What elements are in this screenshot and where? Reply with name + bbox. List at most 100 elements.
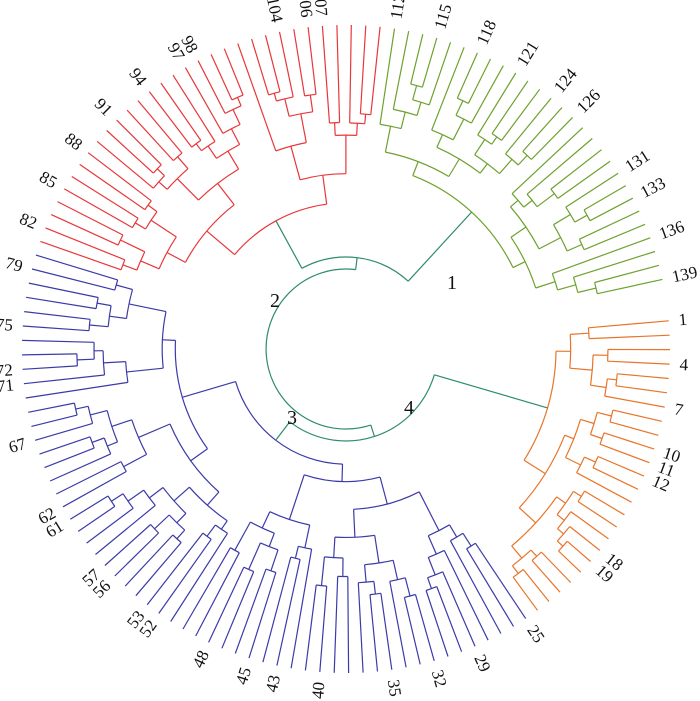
tip-label: 94 [125, 64, 151, 89]
cluster-2-branch [39, 436, 91, 455]
cluster-1-branch [556, 514, 565, 521]
cluster-4-branch [552, 237, 651, 275]
cluster-4-branch [477, 72, 517, 136]
cluster-2-branch [138, 423, 171, 438]
cluster-2-arc [316, 584, 327, 587]
cluster-1-branch [590, 384, 607, 389]
cluster-3-arc [136, 251, 146, 271]
cluster-2-branch [462, 532, 472, 547]
cluster-1-branch [589, 334, 670, 340]
cluster-2-arc [131, 419, 148, 455]
cluster-label: 4 [404, 397, 414, 419]
cluster-1-arc [556, 526, 571, 542]
tip-label: 10 [661, 443, 683, 466]
cluster-2-branch [195, 552, 240, 637]
cluster-1-arc [512, 569, 524, 578]
cluster-4-branch [589, 197, 634, 222]
cluster-2-branch [427, 535, 437, 555]
cluster-1-branch [580, 418, 595, 425]
cluster-2-arc [95, 297, 99, 309]
backbone-branch [434, 374, 548, 409]
cluster-4-branch [522, 107, 563, 152]
cluster-1-branch [573, 490, 582, 497]
cluster-4-branch [573, 250, 656, 278]
cluster-1-branch [569, 367, 593, 371]
cluster-2-branch [304, 524, 311, 548]
cluster-2-branch [128, 303, 167, 313]
cluster-4-branch [491, 136, 498, 145]
cluster-2-branch [248, 572, 277, 659]
cluster-2-branch [22, 365, 78, 370]
backbone-branch [407, 211, 473, 282]
cluster-3-branch [227, 150, 240, 170]
cluster-1-arc [589, 354, 594, 386]
cluster-3-branch [273, 93, 277, 102]
cluster-2-branch [448, 524, 458, 538]
tip-label: 7 [673, 400, 685, 420]
cluster-3-branch [177, 156, 189, 170]
cluster-2-branch [31, 414, 78, 427]
cluster-4-arc [457, 97, 469, 104]
cluster-4-branch [416, 102, 422, 116]
tip-label: 25 [523, 622, 548, 647]
cluster-2-branch [111, 493, 124, 502]
tip-label: 82 [17, 209, 40, 233]
cluster-2-arc [404, 593, 416, 598]
cluster-3-branch [57, 201, 124, 236]
cluster-1-branch [530, 549, 538, 557]
cluster-4-branch [517, 154, 528, 166]
cluster-2-branch [149, 487, 164, 499]
cluster-2-branch [294, 546, 299, 559]
cluster-2-branch [158, 538, 212, 614]
cluster-2-arc [250, 521, 275, 534]
tip-label: 91 [91, 94, 116, 119]
cluster-label: 1 [447, 272, 457, 294]
cluster-2-arc [269, 511, 310, 526]
cluster-3-branch [96, 140, 154, 189]
cluster-4-arc [550, 188, 559, 199]
tip-label: 71 [0, 375, 15, 396]
cluster-2-branch [62, 470, 127, 508]
cluster-1-branch [590, 433, 603, 440]
cluster-2-arc [428, 549, 445, 558]
cluster-3-branch [137, 100, 183, 154]
cluster-4-arc [551, 273, 559, 291]
cluster-3-branch [106, 130, 154, 174]
tip-label: 48 [189, 647, 213, 670]
cluster-2-branch [427, 557, 436, 576]
backbone-arc [265, 268, 371, 430]
cluster-1-branch [556, 496, 566, 504]
tip-label: 35 [384, 678, 405, 698]
cluster-2-branch [449, 540, 502, 634]
cluster-2-branch [34, 422, 93, 441]
cluster-4-branch [379, 28, 396, 125]
cluster-1-branch [522, 569, 550, 602]
cluster-3-arc [224, 105, 242, 114]
cluster-4-branch [523, 199, 533, 208]
cluster-4-branch [412, 161, 419, 176]
cluster-2-branch [116, 284, 133, 291]
cluster-2-branch [234, 568, 267, 654]
cluster-3-branch [166, 251, 186, 263]
cluster-2-branch [103, 361, 126, 364]
dendrogram-branches [22, 24, 671, 674]
cluster-2-branch [333, 576, 339, 673]
tip-label: 11 [655, 457, 677, 481]
cluster-3-branch [50, 214, 119, 246]
cluster-1-branch [597, 455, 645, 477]
cluster-3-branch [126, 109, 174, 162]
cluster-1-arc [512, 549, 532, 567]
cluster-2-branch [380, 593, 393, 670]
cluster-4-arc [477, 134, 493, 145]
tip-label: 115 [430, 2, 455, 31]
cluster-2-branch [248, 542, 261, 570]
cluster-1-branch [540, 551, 572, 583]
cluster-4-branch [574, 214, 588, 223]
cluster-1-branch [584, 490, 625, 516]
tip-label: 45 [232, 665, 255, 687]
cluster-4-arc [410, 83, 423, 88]
cluster-3-arc [166, 168, 189, 190]
backbone-branch [275, 421, 291, 441]
cluster-4-branch [553, 213, 571, 226]
